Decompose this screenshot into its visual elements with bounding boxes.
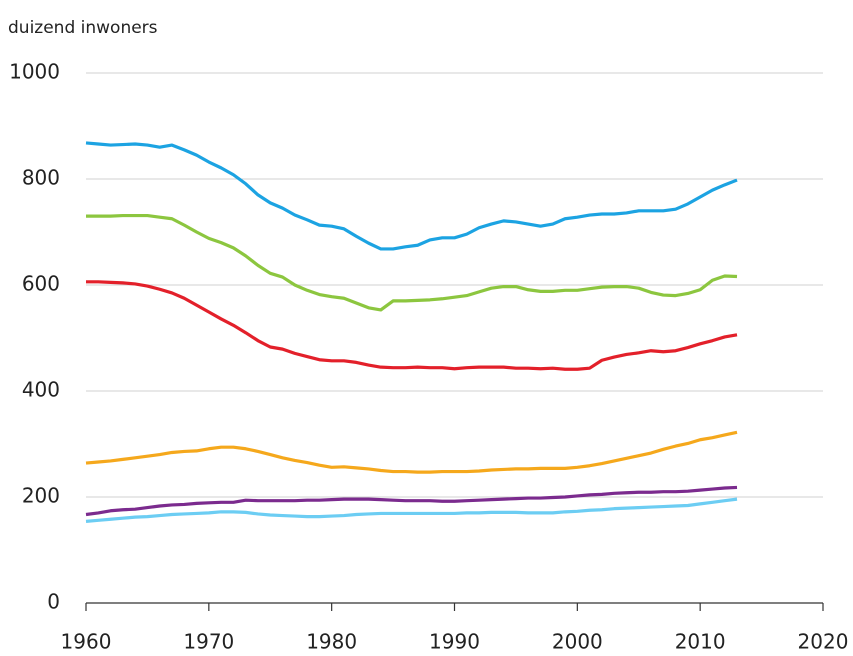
x-tick-label: 1960: [61, 630, 112, 654]
y-tick-label: 1000: [9, 60, 60, 84]
series-line: [85, 485, 738, 517]
x-tick-label: 2000: [552, 630, 603, 654]
series-line: [85, 141, 738, 251]
y-tick-label: 800: [22, 166, 60, 190]
y-tick-label: 600: [22, 272, 60, 296]
x-tick-label: 2020: [798, 630, 849, 654]
y-tick-label: 0: [47, 590, 60, 614]
x-tick-label: 1990: [429, 630, 480, 654]
series-line: [85, 430, 738, 474]
y-axis-label: duizend inwoners: [8, 18, 158, 38]
y-tick-label: 400: [22, 378, 60, 402]
x-tick-label: 1970: [183, 630, 234, 654]
series-line: [86, 280, 738, 371]
series-line: [86, 213, 738, 312]
series-line: [85, 497, 738, 523]
x-tick-label: 1980: [306, 630, 357, 654]
y-tick-label: 200: [22, 484, 60, 508]
x-tick-label: 2010: [675, 630, 726, 654]
